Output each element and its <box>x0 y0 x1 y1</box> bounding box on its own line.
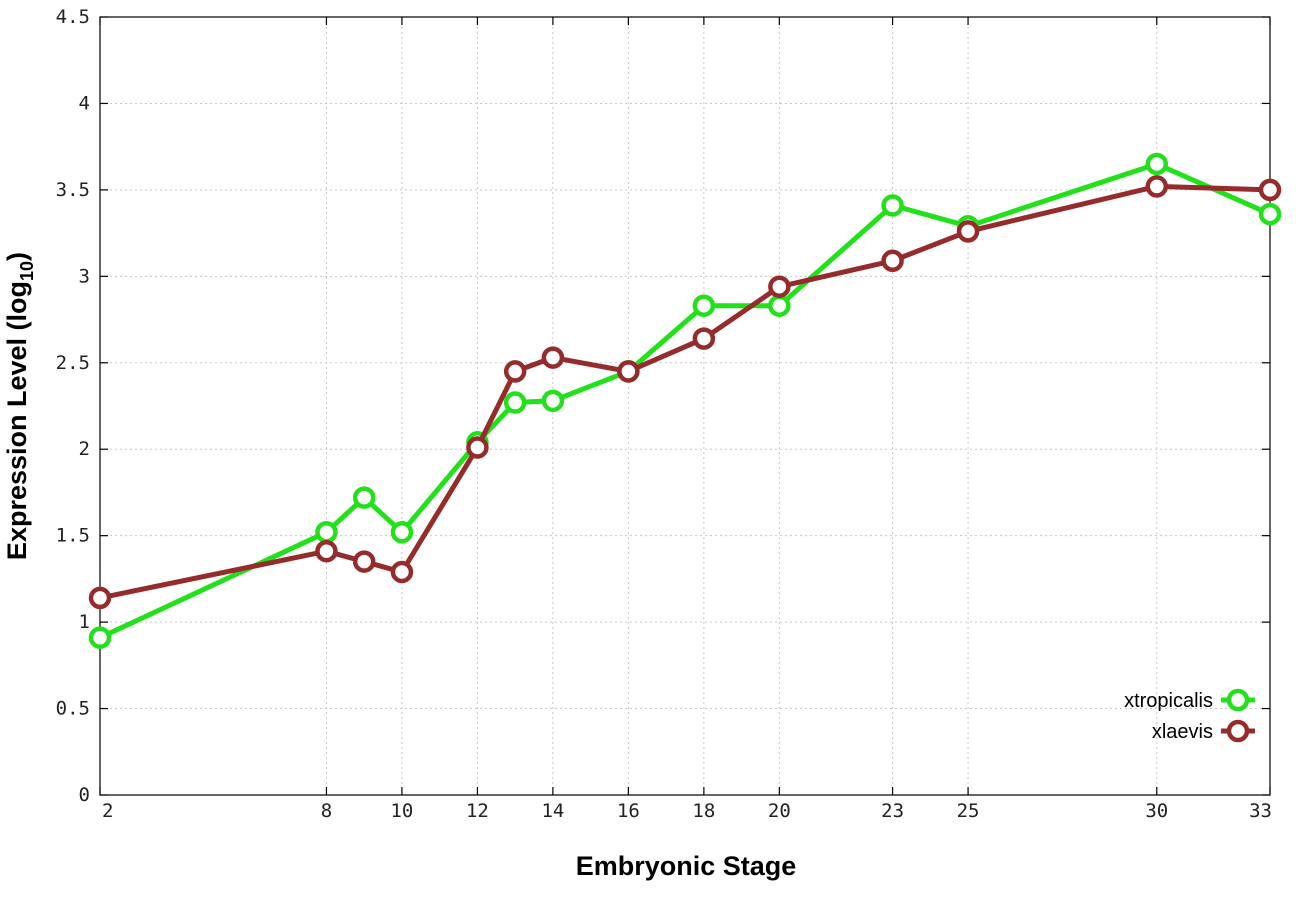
data-point-xlaevis <box>466 436 489 459</box>
data-point-xlaevis <box>541 346 565 369</box>
data-point-xtropicalis <box>1145 152 1169 176</box>
data-point-xtropicalis <box>88 626 112 649</box>
data-point-xtropicalis <box>541 389 565 413</box>
data-point-xtropicalis <box>768 294 791 317</box>
y-tick-label: 0 <box>79 784 90 806</box>
data-point-xlaevis <box>1145 175 1169 198</box>
data-point-xlaevis <box>390 560 414 584</box>
y-tick-label: 2.5 <box>56 352 90 374</box>
y-tick-label: 3 <box>79 265 90 287</box>
y-tick-label: 3.5 <box>56 179 90 201</box>
x-tick-label: 20 <box>768 800 791 822</box>
legend-label: xlaevis <box>1152 721 1213 743</box>
x-tick-label: 8 <box>321 800 332 822</box>
plot-frame <box>99 16 1271 796</box>
data-point-xlaevis <box>503 360 527 383</box>
data-point-xtropicalis <box>390 520 414 544</box>
y-axis-title-subscript: 10 <box>17 261 37 281</box>
series-xtropicalis <box>88 152 1282 649</box>
y-axis-title-close: ) <box>2 252 32 261</box>
x-tick-label: 25 <box>957 800 980 822</box>
x-tick-label: 12 <box>466 800 489 822</box>
y-tick-label: 0.5 <box>56 698 90 720</box>
data-point-xlaevis <box>768 275 791 298</box>
x-tick-label: 16 <box>617 800 640 822</box>
data-point-xtropicalis <box>881 194 904 217</box>
legend-item-xlaevis: xlaevis <box>1152 719 1255 743</box>
series-line-xlaevis <box>99 183 1271 601</box>
grid <box>100 17 1270 795</box>
series-line-xtropicalis <box>98 161 1272 640</box>
axis-ticks: 0 0.5 1 1.5 2 2.5 3 3.5 4 4.5 2 8 10 12 14 16 18 20 23 25 30… <box>56 6 1272 822</box>
y-tick-label: 1 <box>79 611 90 633</box>
x-tick-label: 10 <box>390 800 413 822</box>
legend: xtropicalis xlaevis <box>1124 688 1255 743</box>
y-tick-label: 4.5 <box>56 6 90 28</box>
series-layer <box>88 152 1282 649</box>
x-tick-label: 14 <box>541 800 564 822</box>
x-tick-label: 30 <box>1145 800 1168 822</box>
legend-swatch-marker <box>1226 688 1250 712</box>
x-tick-label: 2 <box>102 800 113 822</box>
data-point-xtropicalis <box>1258 202 1282 226</box>
y-tick-label: 2 <box>79 438 90 460</box>
data-point-xlaevis <box>1258 178 1282 202</box>
x-tick-label: 33 <box>1249 800 1272 822</box>
data-point-xlaevis <box>956 220 980 243</box>
data-point-xlaevis <box>315 539 338 563</box>
y-axis-title: Expression Level (log10) <box>2 252 37 560</box>
x-tick-label: 18 <box>692 800 715 822</box>
legend-label: xtropicalis <box>1124 690 1213 712</box>
data-point-xlaevis <box>617 360 640 383</box>
data-point-xtropicalis <box>352 486 376 509</box>
data-point-xtropicalis <box>503 391 527 414</box>
series-xlaevis <box>88 175 1282 610</box>
data-point-xtropicalis <box>692 294 716 317</box>
y-tick-label: 1.5 <box>56 525 90 547</box>
y-axis-title-main: Expression Level (log <box>2 281 32 560</box>
data-point-xlaevis <box>692 327 716 350</box>
x-axis-title: Embryonic Stage <box>576 851 797 881</box>
data-point-xlaevis <box>88 586 112 610</box>
x-tick-label: 23 <box>881 800 904 822</box>
data-point-xlaevis <box>352 550 376 573</box>
y-tick-label: 4 <box>79 92 90 114</box>
legend-item-xtropicalis: xtropicalis <box>1124 688 1255 712</box>
data-point-xlaevis <box>881 249 904 273</box>
data-point-xtropicalis <box>315 520 338 544</box>
legend-swatch-marker <box>1226 719 1250 743</box>
